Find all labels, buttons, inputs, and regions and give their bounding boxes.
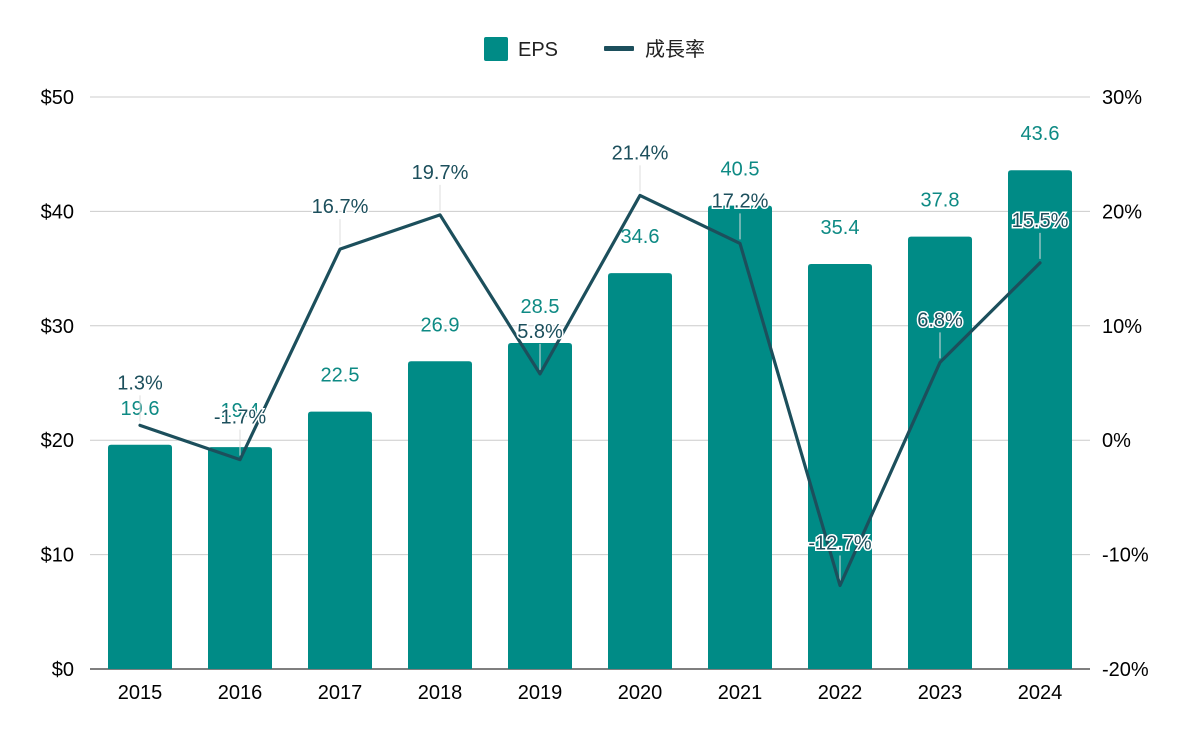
eps-bar — [608, 273, 672, 669]
x-tick-label: 2023 — [918, 682, 963, 704]
legend-growth-swatch — [604, 46, 634, 51]
x-tick-label: 2021 — [718, 682, 763, 704]
x-tick-label: 2018 — [418, 682, 463, 704]
eps-data-label: 28.5 — [521, 296, 560, 318]
growth-line — [140, 195, 1040, 585]
legend: EPS 成長率 — [484, 37, 705, 61]
growth-data-label: 21.4% — [612, 142, 669, 164]
y-right-tick-label: -20% — [1102, 659, 1149, 681]
x-tick-label: 2016 — [218, 682, 263, 704]
eps-bar — [508, 343, 572, 669]
growth-data-label: 17.2% — [712, 190, 769, 212]
y-right-tick-label: 0% — [1102, 430, 1131, 452]
eps-data-label: 43.6 — [1021, 123, 1060, 145]
eps-data-label: 35.4 — [821, 217, 860, 239]
eps-bar — [708, 206, 772, 669]
x-axis: 2015 2016 2017 2018 2019 2020 2021 2022 2023 2024 — [118, 682, 1063, 704]
x-tick-label: 2020 — [618, 682, 663, 704]
growth-data-label: 6.8% — [917, 309, 963, 331]
x-tick-label: 2022 — [818, 682, 863, 704]
y-right-tick-label: 10% — [1102, 316, 1142, 338]
eps-data-label: 37.8 — [921, 190, 960, 212]
y-left-tick-label: $50 — [41, 87, 74, 109]
growth-line-series — [140, 165, 1040, 585]
y-right-tick-label: 20% — [1102, 201, 1142, 223]
x-tick-label: 2019 — [518, 682, 563, 704]
eps-data-label: 22.5 — [321, 365, 360, 387]
x-tick-label: 2017 — [318, 682, 363, 704]
right-axis: -20% -10% 0% 10% 20% 30% — [1102, 87, 1149, 681]
growth-data-label: 19.7% — [412, 162, 469, 184]
y-left-tick-label: $40 — [41, 201, 74, 223]
growth-data-label: 1.3% — [117, 372, 163, 394]
x-tick-label: 2024 — [1018, 682, 1063, 704]
growth-data-label: -12.7% — [808, 532, 872, 554]
y-right-tick-label: -10% — [1102, 545, 1149, 567]
eps-data-label: 40.5 — [721, 159, 760, 181]
eps-data-label: 26.9 — [421, 314, 460, 336]
y-left-tick-label: $0 — [52, 659, 74, 681]
growth-data-label: 15.5% — [1012, 210, 1069, 232]
x-tick-label: 2015 — [118, 682, 163, 704]
eps-bar — [408, 361, 472, 669]
growth-data-label: 5.8% — [517, 321, 563, 343]
legend-eps-swatch — [484, 37, 508, 61]
eps-data-label: 34.6 — [621, 226, 660, 248]
y-left-tick-label: $20 — [41, 430, 74, 452]
growth-data-label: -1.7% — [214, 407, 266, 429]
growth-data-label: 16.7% — [312, 196, 369, 218]
eps-bar — [108, 445, 172, 669]
eps-bar — [208, 447, 272, 669]
y-left-tick-label: $30 — [41, 316, 74, 338]
eps-bar — [908, 237, 972, 669]
y-left-tick-label: $10 — [41, 545, 74, 567]
eps-bar — [808, 264, 872, 669]
legend-eps-label: EPS — [518, 39, 558, 61]
legend-growth-label: 成長率 — [645, 38, 705, 61]
eps-bar — [308, 412, 372, 669]
y-right-tick-label: 30% — [1102, 87, 1142, 109]
left-axis: $0 $10 $20 $30 $40 $50 — [41, 87, 74, 681]
